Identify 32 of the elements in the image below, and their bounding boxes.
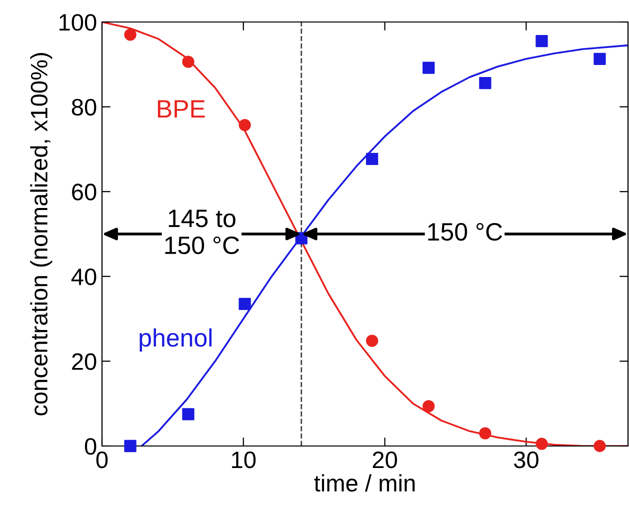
point [182,408,194,420]
point [238,298,251,310]
point [366,334,378,347]
point [124,28,136,41]
annotation: 150 °C [428,223,502,241]
point [124,440,136,452]
point [594,440,606,452]
y-tick-label: 100 [60,14,96,31]
y-tick-label: 0 [84,438,96,455]
point [422,400,435,412]
point [182,56,194,68]
y-tick-label: 80 [72,98,96,116]
series-label: phenol [140,328,212,352]
point [479,427,492,440]
x-tick-label: 0 [96,451,108,468]
point [536,35,548,48]
x-tick-label: 10 [232,451,256,468]
point [422,62,435,74]
point [594,52,606,65]
series-label: BPE [158,100,205,118]
x-axis-title: time / min [314,474,415,492]
x-tick-label: 20 [372,451,398,468]
point [536,438,548,450]
point [479,76,492,90]
annotation: 145 to 150 °C [165,210,240,254]
x-tick-label: 30 [514,451,538,468]
point [238,118,251,132]
y-axis-title: concentration (normalized, x100%) [30,53,52,416]
y-tick-label: 20 [72,353,96,370]
y-tick-label: 60 [72,184,96,200]
y-tick-label: 40 [71,268,96,286]
point [366,152,378,166]
